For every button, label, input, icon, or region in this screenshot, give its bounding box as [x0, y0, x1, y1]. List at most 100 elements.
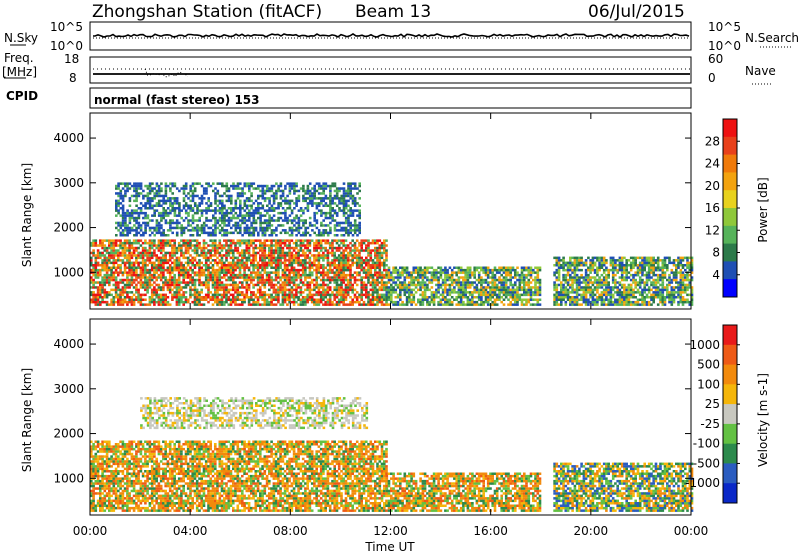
echo-cell [180, 247, 183, 250]
echo-cell [279, 254, 282, 257]
echo-cell [458, 301, 461, 304]
echo-cell [128, 269, 131, 272]
echo-cell [417, 269, 420, 272]
echo-cell [327, 264, 330, 267]
echo-cell [476, 267, 479, 270]
echo-cell [342, 276, 345, 279]
echo-cell [250, 200, 253, 203]
echo-cell [246, 247, 249, 250]
echo-cell [496, 303, 499, 306]
echo-cell [216, 271, 219, 274]
echo-cell [198, 202, 201, 205]
echo-cell [180, 244, 183, 247]
echo-cell [306, 301, 309, 304]
echo-cell [180, 267, 183, 270]
echo-cell [205, 242, 208, 245]
echo-cell [183, 232, 186, 235]
echo-cell [399, 267, 402, 270]
echo-cell [239, 209, 242, 212]
echo-cell [165, 195, 168, 198]
echo-cell [257, 299, 260, 302]
echo-cell [482, 269, 485, 272]
freq-unit: [MHz] [2, 65, 37, 79]
echo-cell [560, 303, 563, 306]
echo-cell [219, 200, 222, 203]
echo-cell [226, 185, 229, 188]
echo-cell [165, 219, 168, 222]
echo-cell [385, 239, 388, 242]
echo-cell [487, 291, 490, 294]
echo-cell [147, 217, 150, 220]
echo-cell [219, 209, 222, 212]
echo-cell [122, 197, 125, 200]
echo-cell [142, 190, 145, 193]
echo-cell [309, 286, 312, 289]
echo-cell [203, 229, 206, 232]
echo-cell [104, 267, 107, 270]
echo-cell [282, 247, 285, 250]
echo-cell [275, 299, 278, 302]
echo-cell [304, 279, 307, 282]
echo-cell [115, 269, 118, 272]
echo-cell [360, 269, 363, 272]
echo-cell [530, 294, 533, 297]
echo-cell [95, 262, 98, 265]
echo-cell [302, 281, 305, 284]
echo-cell [259, 219, 262, 222]
echo-cell [205, 286, 208, 289]
echo-cell [565, 286, 568, 289]
echo-cell [345, 249, 348, 252]
echo-cell [372, 262, 375, 265]
echo-cell [162, 286, 165, 289]
echo-cell [239, 195, 242, 198]
echo-cell [329, 200, 332, 203]
echo-cell [558, 257, 561, 260]
echo-cell [146, 289, 149, 292]
echo-cell [279, 264, 282, 267]
echo-cell [325, 195, 328, 198]
echo-cell [320, 192, 323, 195]
echo-cell [255, 257, 258, 260]
echo-cell [408, 294, 411, 297]
echo-cell [137, 257, 140, 260]
echo-cell [354, 187, 357, 190]
echo-cell [165, 192, 168, 195]
echo-cell [469, 267, 472, 270]
echo-cell [117, 294, 120, 297]
echo-cell [354, 222, 357, 225]
echo-cell [311, 197, 314, 200]
echo-cell [458, 271, 461, 274]
echo-cell [162, 207, 165, 210]
echo-cell [367, 259, 370, 262]
echo-cell [223, 192, 226, 195]
echo-cell [534, 281, 537, 284]
echo-cell [313, 284, 316, 287]
echo-cell [216, 269, 219, 272]
echo-cell [273, 219, 276, 222]
echo-cell [230, 299, 233, 302]
echo-cell [340, 202, 343, 205]
echo-cell [189, 291, 192, 294]
echo-cell [158, 296, 161, 299]
echo-cell [318, 267, 321, 270]
echo-cell [309, 291, 312, 294]
echo-cell [289, 207, 292, 210]
echo-cell [230, 264, 233, 267]
echo-cell [138, 217, 141, 220]
echo-cell [569, 303, 572, 306]
echo-cell [462, 279, 465, 282]
echo-cell [205, 252, 208, 255]
echo-cell [104, 244, 107, 247]
echo-cell [399, 303, 402, 306]
echo-cell [419, 271, 422, 274]
echo-cell [140, 192, 143, 195]
echo-cell [122, 259, 125, 262]
echo-cell [266, 205, 269, 208]
echo-cell [560, 294, 563, 297]
echo-cell [187, 192, 190, 195]
echo-cell [327, 276, 330, 279]
echo-cell [158, 269, 161, 272]
echo-cell [277, 205, 280, 208]
echo-cell [101, 242, 104, 245]
echo-cell [363, 289, 366, 292]
